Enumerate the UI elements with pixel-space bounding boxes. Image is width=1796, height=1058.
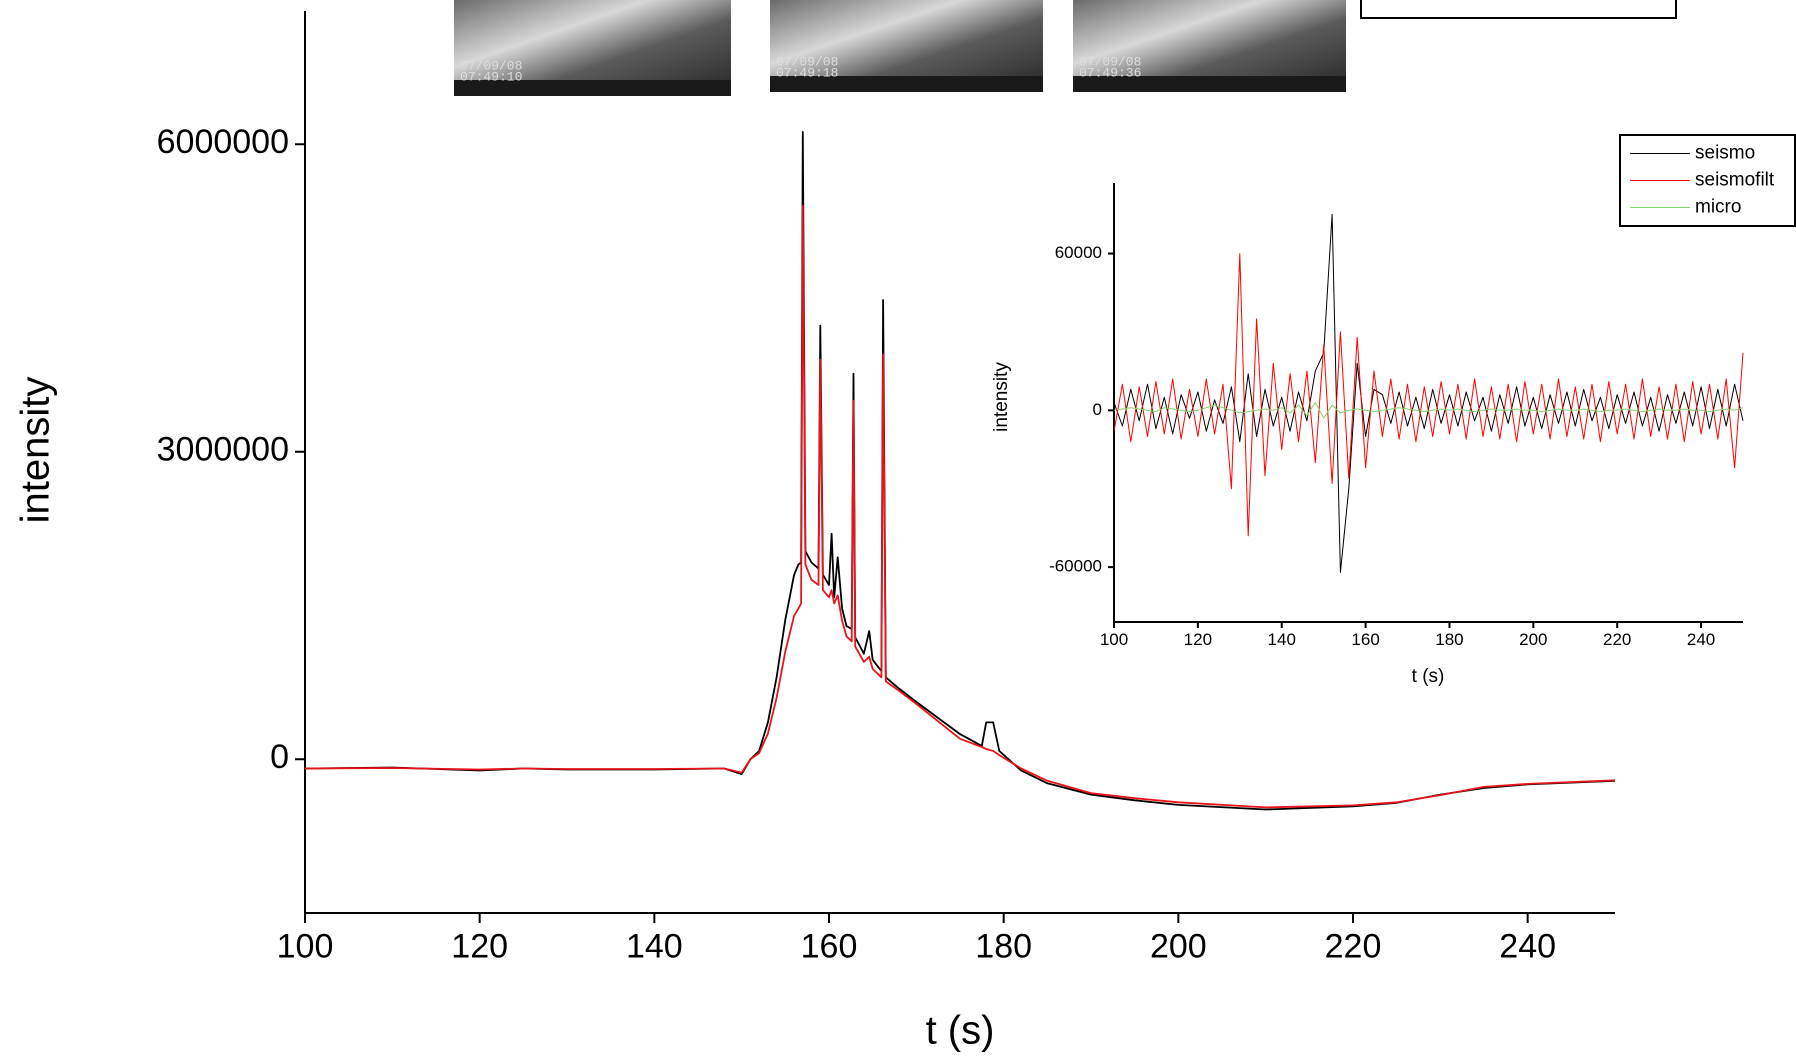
photo-date: 07/09/08	[1079, 54, 1141, 69]
photo-date: 07/09/08	[460, 58, 522, 73]
x-tick-label: 160	[1351, 630, 1379, 649]
x-axis-label: t (s)	[926, 1009, 995, 1053]
legend-label: esonde2	[1496, 0, 1642, 8]
series-line	[1114, 253, 1744, 537]
y-tick-label: 60000	[1055, 243, 1102, 262]
x-tick-label: 220	[1603, 630, 1631, 649]
legend-label: seismofilt	[1695, 170, 1775, 191]
photo-time: 07:49:10	[460, 69, 522, 84]
y-tick-label: 0	[1093, 400, 1102, 419]
legend-label: seismo	[1695, 143, 1755, 164]
legend-label: micro	[1695, 197, 1741, 218]
x-tick-label: 240	[1499, 927, 1556, 965]
series-line	[1114, 402, 1744, 419]
legend-box	[1360, 0, 1677, 19]
y-tick-label: -60000	[1049, 557, 1102, 576]
x-tick-label: 140	[626, 927, 683, 965]
x-tick-label: 240	[1687, 630, 1715, 649]
y-axis-label: intensity	[991, 362, 1012, 432]
y-tick-label: 6000000	[157, 123, 289, 161]
x-tick-label: 180	[975, 927, 1032, 965]
y-tick-label: 0	[270, 738, 289, 776]
photo-strip	[454, 80, 731, 96]
x-axis-label: t (s)	[1412, 666, 1445, 687]
photo-strip	[1073, 76, 1346, 92]
x-tick-label: 100	[1100, 630, 1128, 649]
photo-date: 07/09/08	[776, 54, 838, 69]
x-tick-label: 180	[1435, 630, 1463, 649]
series-line	[305, 131, 1616, 811]
x-tick-label: 200	[1519, 630, 1547, 649]
x-tick-label: 100	[277, 927, 334, 965]
x-tick-label: 120	[451, 927, 508, 965]
series-line	[305, 204, 1616, 809]
x-tick-label: 220	[1325, 927, 1382, 965]
x-tick-label: 200	[1150, 927, 1207, 965]
y-axis-label: intensity	[14, 377, 58, 524]
photo-time: 07:49:36	[1079, 65, 1141, 80]
photo-time: 07:49:18	[776, 65, 838, 80]
x-tick-label: 140	[1268, 630, 1296, 649]
x-tick-label: 120	[1184, 630, 1212, 649]
photo-strip	[770, 76, 1043, 92]
x-tick-label: 160	[801, 927, 858, 965]
y-tick-label: 3000000	[157, 431, 289, 469]
